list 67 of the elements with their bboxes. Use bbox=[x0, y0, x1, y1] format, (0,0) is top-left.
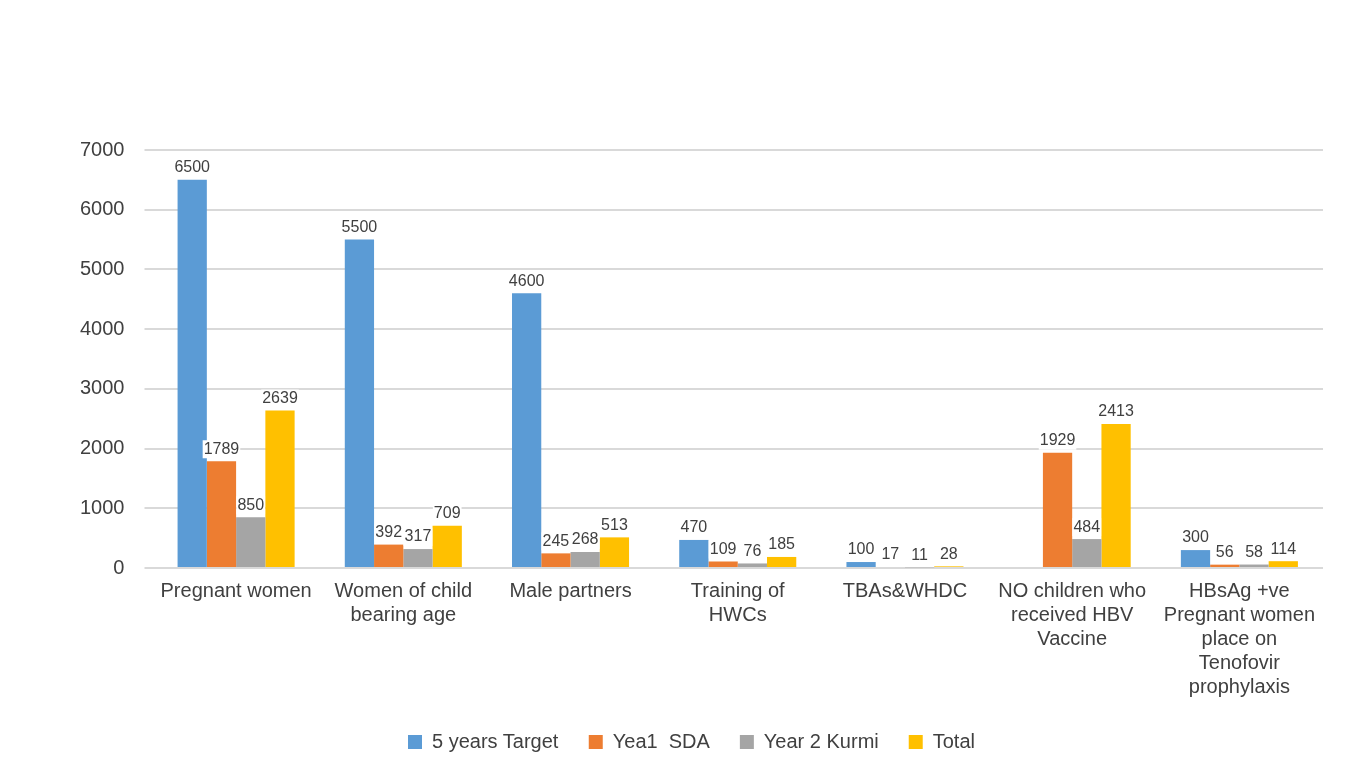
bar bbox=[767, 556, 797, 567]
bar bbox=[708, 561, 738, 567]
data-label: 28 bbox=[939, 544, 958, 562]
y-tick-label: 4000 bbox=[79, 316, 125, 339]
bar bbox=[846, 562, 876, 567]
data-label: 513 bbox=[601, 515, 628, 533]
data-label: 114 bbox=[1270, 539, 1297, 557]
x-tick-label: Pregnant women bbox=[160, 578, 312, 601]
data-label: 300 bbox=[1182, 528, 1209, 546]
data-label: 100 bbox=[847, 540, 875, 558]
data-label: 470 bbox=[680, 518, 708, 536]
data-label: 185 bbox=[768, 535, 796, 553]
bar bbox=[1072, 539, 1102, 567]
bar bbox=[432, 525, 462, 567]
data-label: 484 bbox=[1073, 517, 1101, 535]
x-tick-label: NO children who received HBV Vaccine bbox=[998, 578, 1147, 649]
data-label: 850 bbox=[237, 495, 265, 513]
x-tick-label: Women of child bearing age bbox=[334, 578, 473, 625]
bar bbox=[1101, 423, 1131, 567]
data-label: 5500 bbox=[341, 217, 378, 235]
bar bbox=[599, 537, 630, 567]
y-tick-label: 5000 bbox=[79, 256, 125, 279]
bar bbox=[403, 549, 433, 567]
data-label: 4600 bbox=[508, 271, 545, 289]
bar bbox=[236, 517, 266, 567]
bar bbox=[177, 179, 207, 567]
x-tick-label: HBsAg +ve Pregnant women place on Tenofovir prophylaxis bbox=[1163, 578, 1315, 697]
bar bbox=[344, 239, 375, 567]
bar bbox=[737, 563, 768, 567]
x-tick-label: Training of HWCs bbox=[690, 578, 786, 625]
data-label: 392 bbox=[375, 523, 403, 540]
data-label: 1929 bbox=[1039, 431, 1076, 449]
y-tick-label: 6000 bbox=[79, 197, 125, 220]
x-tick-label: Male partners bbox=[509, 578, 632, 601]
bar bbox=[512, 293, 542, 567]
data-label: 1789 bbox=[203, 439, 240, 457]
data-label: 76 bbox=[743, 541, 762, 559]
data-label: 2639 bbox=[262, 388, 298, 406]
data-label: 2413 bbox=[1098, 402, 1134, 420]
data-label: 317 bbox=[404, 527, 432, 545]
bar bbox=[1268, 561, 1298, 567]
bar bbox=[374, 544, 404, 567]
y-tick-label: 1000 bbox=[79, 495, 125, 518]
data-label: 11 bbox=[911, 545, 928, 563]
y-tick-label: 0 bbox=[113, 555, 125, 578]
legend-label: Year 2 Kurmi bbox=[763, 729, 879, 752]
data-label: 6500 bbox=[174, 158, 211, 176]
y-tick-label: 7000 bbox=[79, 137, 125, 160]
x-tick-label: TBAs&WHDC bbox=[842, 578, 968, 601]
data-label: 245 bbox=[542, 531, 570, 549]
data-label: 56 bbox=[1215, 543, 1234, 561]
bar bbox=[570, 552, 600, 567]
y-tick-label: 2000 bbox=[79, 436, 125, 459]
data-label: 268 bbox=[571, 530, 599, 548]
bar bbox=[206, 461, 237, 567]
data-label: 17 bbox=[881, 545, 900, 563]
bar bbox=[541, 553, 571, 567]
bar bbox=[679, 539, 709, 567]
legend-label: 5 years Target bbox=[432, 729, 559, 752]
data-label: 58 bbox=[1245, 542, 1264, 560]
data-label: 109 bbox=[709, 539, 737, 557]
legend-label: Yea1 SDA bbox=[612, 729, 711, 752]
data-label: 709 bbox=[433, 504, 461, 522]
bar bbox=[265, 410, 295, 567]
y-tick-label: 3000 bbox=[79, 376, 125, 399]
legend-label: Total bbox=[932, 729, 975, 752]
bar bbox=[1180, 550, 1211, 567]
